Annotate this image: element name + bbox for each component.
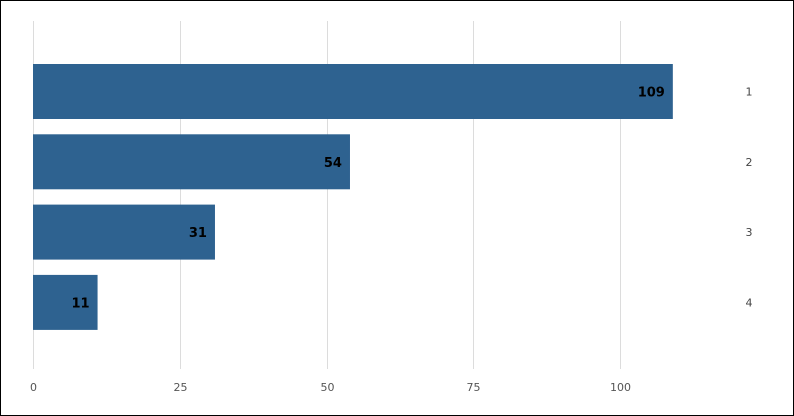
- data-label: 31: [189, 226, 207, 241]
- labels: 0 25 50 75 100 109 1 54 2 31 3 11 4: [30, 86, 753, 395]
- data-label: 109: [638, 86, 665, 101]
- data-label: 11: [71, 296, 89, 311]
- category-label: 3: [746, 226, 753, 239]
- bar-4: [33, 274, 98, 330]
- x-tick-label: 100: [610, 381, 631, 394]
- x-tick-label: 75: [467, 381, 481, 394]
- x-tick-label: 0: [30, 381, 37, 394]
- category-label: 1: [746, 86, 753, 99]
- x-tick-label: 25: [174, 381, 188, 394]
- category-label: 4: [746, 296, 753, 309]
- x-tick-label: 50: [321, 381, 335, 394]
- category-label: 2: [746, 156, 753, 169]
- bars: [33, 64, 673, 330]
- bar-3: [33, 204, 215, 260]
- data-label: 54: [324, 156, 342, 171]
- bar-1: [33, 64, 673, 119]
- bar-2: [33, 134, 350, 190]
